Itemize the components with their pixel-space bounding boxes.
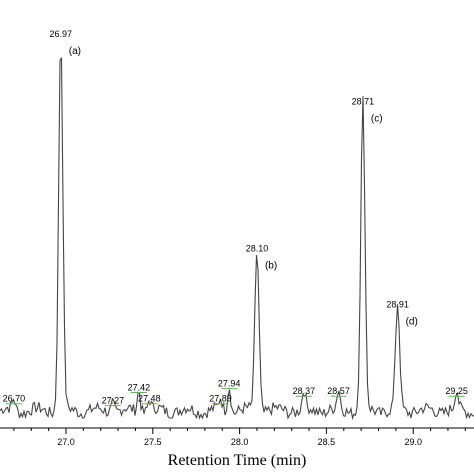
peak-retention-label: 28.91 [386, 300, 409, 310]
peak-tag-label: (c) [371, 114, 383, 125]
x-tick-label: 29.0 [404, 437, 422, 447]
x-axis-title: Retention Time (min) [167, 452, 307, 469]
chromatogram-trace [0, 57, 474, 421]
peak-tag-label: (d) [406, 317, 418, 328]
peak-retention-label: 27.27 [102, 396, 125, 406]
peak-retention-label: 27.42 [128, 382, 151, 392]
x-tick-label: 27.5 [144, 437, 162, 447]
peak-tag-label: (a) [69, 46, 81, 57]
peak-retention-label: 26.97 [50, 29, 73, 39]
x-tick-label: 28.5 [318, 437, 336, 447]
x-tick-label: 28.0 [231, 437, 249, 447]
peak-retention-label: 28.57 [327, 386, 350, 396]
peak-retention-label: 28.10 [246, 243, 269, 253]
x-axis: 27.0 27.5 28.0 28.5 29.0 [0, 427, 474, 447]
x-tick-label: 27.0 [57, 437, 75, 447]
peak-tag-label: (b) [265, 260, 277, 271]
peak-retention-label: 27.89 [209, 394, 232, 404]
peak-retention-label: 28.71 [352, 97, 375, 107]
peak-retention-label: 28.37 [293, 386, 316, 396]
peak-retention-label: 27.94 [218, 379, 241, 389]
peak-retention-label: 26.70 [3, 394, 26, 404]
peak-retention-label: 29.25 [445, 386, 468, 396]
peak-retention-label: 27.48 [138, 394, 161, 404]
trace-layer [0, 57, 474, 421]
